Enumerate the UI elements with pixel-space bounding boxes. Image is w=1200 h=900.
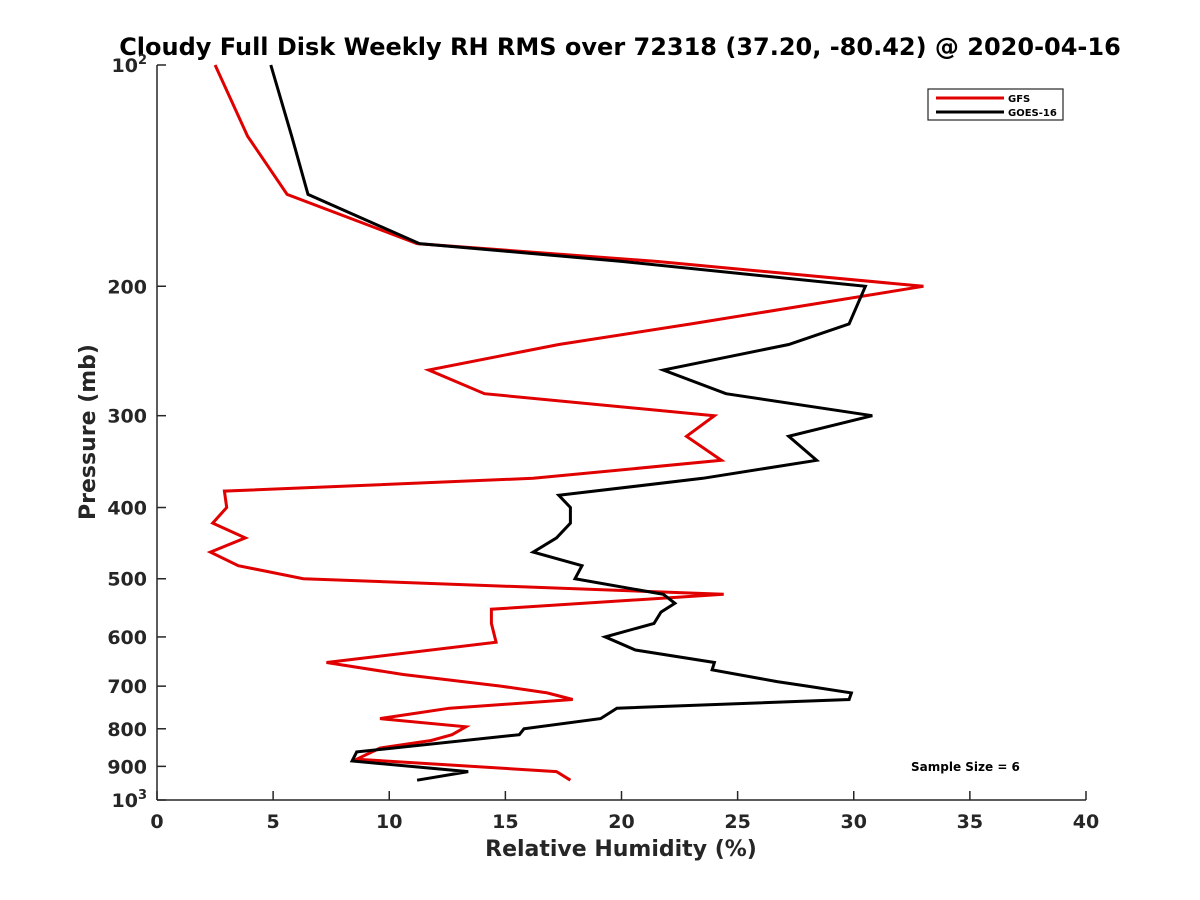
chart-title: Cloudy Full Disk Weekly RH RMS over 7231…	[119, 33, 1121, 61]
x-tick-label: 30	[841, 811, 867, 833]
y-tick-label: 700	[107, 676, 147, 698]
series-line-gfs	[206, 64, 924, 782]
x-tick-label: 40	[1073, 811, 1099, 833]
legend: GFS GOES-16	[927, 88, 1064, 121]
sample-size-annotation: Sample Size = 6	[911, 760, 1020, 774]
y-tick-label: 200	[107, 276, 147, 298]
legend-box	[927, 88, 1064, 121]
x-tick-label: 10	[376, 811, 402, 833]
x-tick-label: 20	[608, 811, 634, 833]
y-tick-label: 102	[112, 53, 148, 77]
y-tick-label: 600	[107, 627, 147, 649]
x-tick-label: 25	[724, 811, 750, 833]
series-layer	[206, 64, 924, 782]
legend-label: GFS	[1008, 94, 1030, 105]
x-tick-label: 5	[267, 811, 280, 833]
y-tick-label: 900	[107, 756, 147, 778]
x-ticks: 0 5 10 15 20 25 30 35 40	[150, 791, 1099, 833]
x-tick-label: 15	[492, 811, 518, 833]
y-axis-label: Pressure (mb)	[76, 344, 101, 520]
y-tick-label: 800	[107, 719, 147, 741]
x-axis-label: Relative Humidity (%)	[485, 837, 757, 862]
y-ticks: 102 200 300 400 500 600 700 800 900 103	[107, 53, 166, 812]
y-tick-label: 400	[107, 498, 147, 520]
y-tick-label: 103	[112, 788, 148, 812]
x-tick-label: 35	[957, 811, 983, 833]
y-tick-label: 300	[107, 406, 147, 428]
x-tick-label: 0	[150, 811, 163, 833]
legend-label: GOES-16	[1008, 108, 1057, 119]
series-line-goes-16	[269, 64, 873, 782]
y-tick-label: 500	[107, 569, 147, 591]
plot-area	[157, 65, 1086, 800]
